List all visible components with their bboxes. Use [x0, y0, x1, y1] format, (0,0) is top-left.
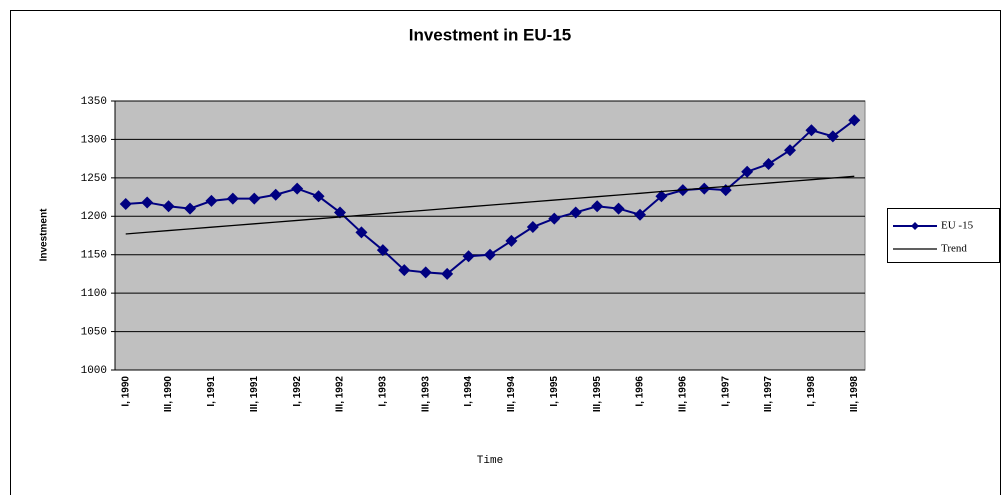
data-point — [334, 206, 346, 219]
chart-title: Investment in EU-15 — [409, 25, 572, 44]
data-point — [248, 192, 261, 205]
x-tick-label: III, 1996 — [677, 376, 688, 413]
data-point — [784, 144, 796, 157]
x-tick-label: I, 1992 — [292, 376, 303, 407]
data-point — [526, 221, 539, 234]
x-tick-label: I, 1996 — [635, 376, 646, 407]
x-tick-label: III, 1993 — [420, 376, 431, 413]
data-point — [655, 190, 668, 203]
data-point — [484, 248, 496, 261]
legend-label: Trend — [941, 243, 967, 255]
data-point — [762, 158, 775, 171]
x-tick-label: I, 1998 — [806, 376, 817, 407]
data-point — [376, 244, 389, 257]
data-point — [398, 264, 411, 277]
data-point — [119, 197, 132, 210]
x-tick-label: I, 1997 — [720, 376, 731, 407]
x-tick-label: III, 1995 — [592, 376, 603, 413]
data-point — [441, 267, 454, 280]
legend — [887, 208, 1000, 263]
x-tick-label: I, 1990 — [120, 376, 131, 407]
y-tick-label: 1150 — [81, 250, 107, 262]
data-point — [226, 192, 239, 205]
data-point — [355, 226, 368, 239]
data-point — [612, 202, 625, 215]
data-point — [162, 200, 175, 213]
y-tick-label: 1050 — [81, 326, 107, 338]
y-tick-label: 1250 — [81, 173, 107, 185]
x-tick-label: I, 1991 — [206, 376, 217, 407]
x-tick-label: I, 1995 — [549, 376, 560, 407]
x-tick-label: I, 1994 — [463, 376, 474, 407]
plot-area — [114, 100, 866, 371]
y-tick-label: 1100 — [81, 288, 107, 300]
data-point — [826, 130, 839, 143]
data-point — [462, 250, 475, 263]
data-point — [805, 124, 818, 137]
x-tick-label: III, 1990 — [163, 376, 174, 413]
x-tick-label: III, 1991 — [249, 376, 260, 413]
x-tick-label: III, 1994 — [506, 376, 517, 413]
x-tick-label: III, 1998 — [849, 376, 860, 413]
data-point — [741, 165, 754, 178]
y-tick-label: 1000 — [81, 365, 107, 377]
data-point — [591, 200, 604, 213]
x-axis-title: Time — [477, 455, 503, 467]
data-point — [505, 234, 518, 247]
data-point — [569, 206, 582, 219]
x-tick-label: III, 1997 — [763, 376, 774, 413]
y-tick-label: 1350 — [81, 96, 107, 108]
legend-marker — [911, 222, 919, 230]
data-point — [548, 212, 561, 225]
data-point — [312, 190, 325, 203]
series-line — [125, 175, 855, 235]
data-point — [184, 202, 196, 215]
data-point — [419, 266, 432, 279]
data-point — [269, 188, 282, 201]
data-point — [634, 208, 646, 221]
data-point — [205, 194, 218, 207]
legend-label: EU -15 — [941, 220, 974, 232]
x-tick-label: III, 1992 — [335, 376, 346, 413]
data-point — [141, 196, 154, 209]
y-tick-label: 1200 — [81, 211, 107, 223]
data-point — [291, 182, 304, 195]
y-tick-label: 1300 — [81, 134, 107, 146]
y-axis-title: Investment — [39, 208, 50, 261]
x-tick-label: I, 1993 — [377, 376, 388, 407]
data-point — [848, 114, 861, 127]
